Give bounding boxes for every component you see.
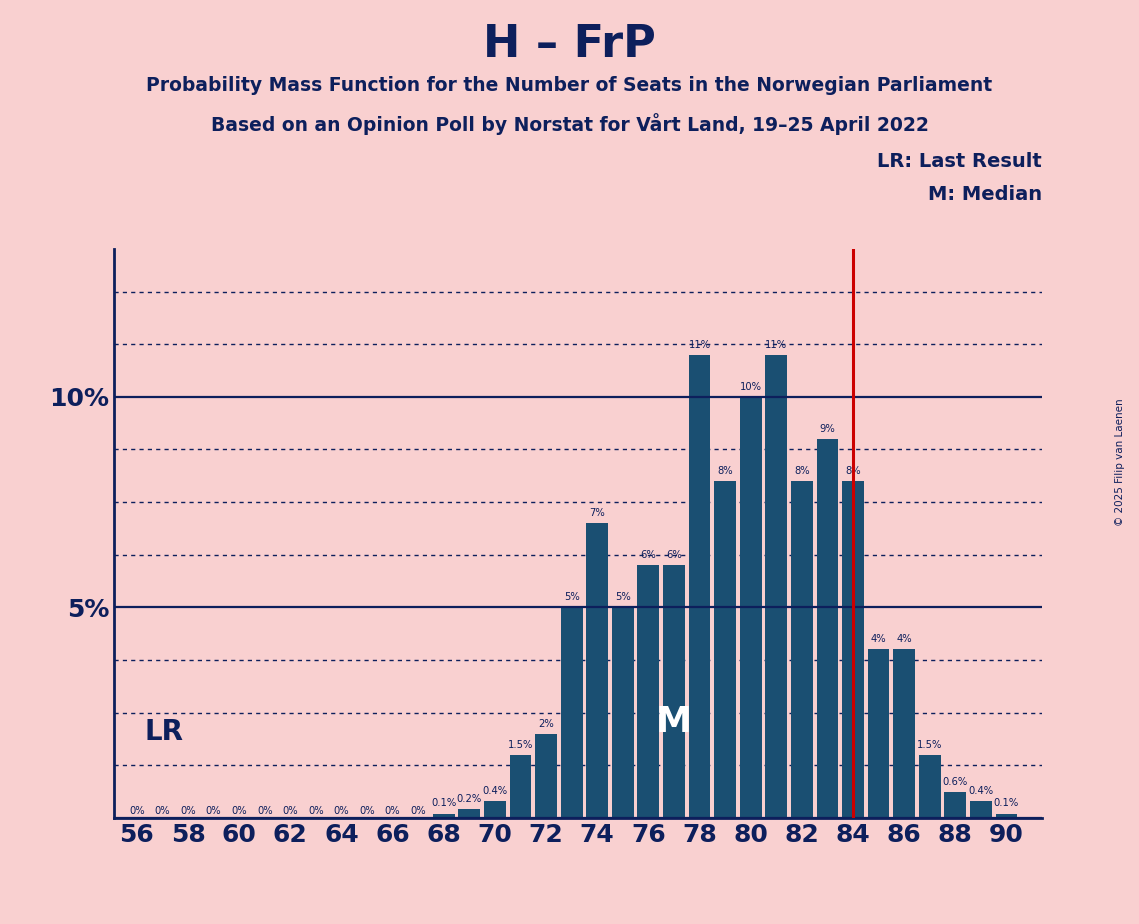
Text: Based on an Opinion Poll by Norstat for Vårt Land, 19–25 April 2022: Based on an Opinion Poll by Norstat for … — [211, 113, 928, 135]
Bar — [740, 396, 762, 818]
Text: M: M — [656, 705, 691, 739]
Text: 5%: 5% — [615, 592, 631, 602]
Bar — [893, 650, 915, 818]
Text: 11%: 11% — [688, 340, 711, 349]
Bar — [689, 355, 711, 818]
Text: 0.4%: 0.4% — [968, 785, 993, 796]
Text: 9%: 9% — [819, 424, 835, 434]
Text: 0%: 0% — [155, 806, 171, 816]
Bar — [970, 801, 992, 818]
Bar — [817, 439, 838, 818]
Text: 8%: 8% — [845, 466, 861, 476]
Bar — [944, 793, 966, 818]
Text: 8%: 8% — [794, 466, 810, 476]
Text: 0.4%: 0.4% — [483, 785, 508, 796]
Bar — [790, 481, 812, 818]
Text: 6%: 6% — [640, 550, 656, 560]
Text: 0%: 0% — [410, 806, 426, 816]
Text: LR: LR — [145, 718, 183, 747]
Text: 1.5%: 1.5% — [917, 739, 942, 749]
Bar — [638, 565, 659, 818]
Bar — [995, 813, 1017, 818]
Text: 2%: 2% — [539, 719, 554, 728]
Bar — [765, 355, 787, 818]
Text: 0%: 0% — [129, 806, 145, 816]
Text: 6%: 6% — [666, 550, 682, 560]
Text: 4%: 4% — [896, 634, 912, 644]
Text: 0%: 0% — [309, 806, 323, 816]
Bar — [484, 801, 506, 818]
Text: 0%: 0% — [180, 806, 196, 816]
Bar — [535, 734, 557, 818]
Text: 0.1%: 0.1% — [432, 798, 457, 808]
Text: H – FrP: H – FrP — [483, 23, 656, 67]
Text: 10%: 10% — [739, 382, 762, 392]
Bar — [714, 481, 736, 818]
Bar — [663, 565, 685, 818]
Text: 0%: 0% — [334, 806, 350, 816]
Bar — [509, 755, 532, 818]
Text: 0%: 0% — [282, 806, 298, 816]
Text: 0%: 0% — [385, 806, 401, 816]
Text: 0%: 0% — [359, 806, 375, 816]
Bar — [560, 607, 582, 818]
Text: 5%: 5% — [564, 592, 580, 602]
Bar — [612, 607, 633, 818]
Text: 1.5%: 1.5% — [508, 739, 533, 749]
Text: Probability Mass Function for the Number of Seats in the Norwegian Parliament: Probability Mass Function for the Number… — [147, 76, 992, 95]
Text: 0%: 0% — [257, 806, 272, 816]
Text: 0.2%: 0.2% — [457, 795, 482, 804]
Text: 4%: 4% — [870, 634, 886, 644]
Text: 7%: 7% — [589, 508, 605, 518]
Bar — [919, 755, 941, 818]
Text: 0.6%: 0.6% — [943, 777, 968, 787]
Bar — [459, 809, 481, 818]
Text: LR: Last Result: LR: Last Result — [877, 152, 1042, 172]
Text: 0.1%: 0.1% — [993, 798, 1019, 808]
Text: 11%: 11% — [765, 340, 787, 349]
Text: 8%: 8% — [718, 466, 732, 476]
Bar — [868, 650, 890, 818]
Bar — [842, 481, 863, 818]
Text: 0%: 0% — [231, 806, 247, 816]
Text: M: Median: M: Median — [928, 185, 1042, 204]
Bar — [587, 523, 608, 818]
Text: © 2025 Filip van Laenen: © 2025 Filip van Laenen — [1115, 398, 1124, 526]
Bar — [433, 813, 454, 818]
Text: 0%: 0% — [206, 806, 221, 816]
